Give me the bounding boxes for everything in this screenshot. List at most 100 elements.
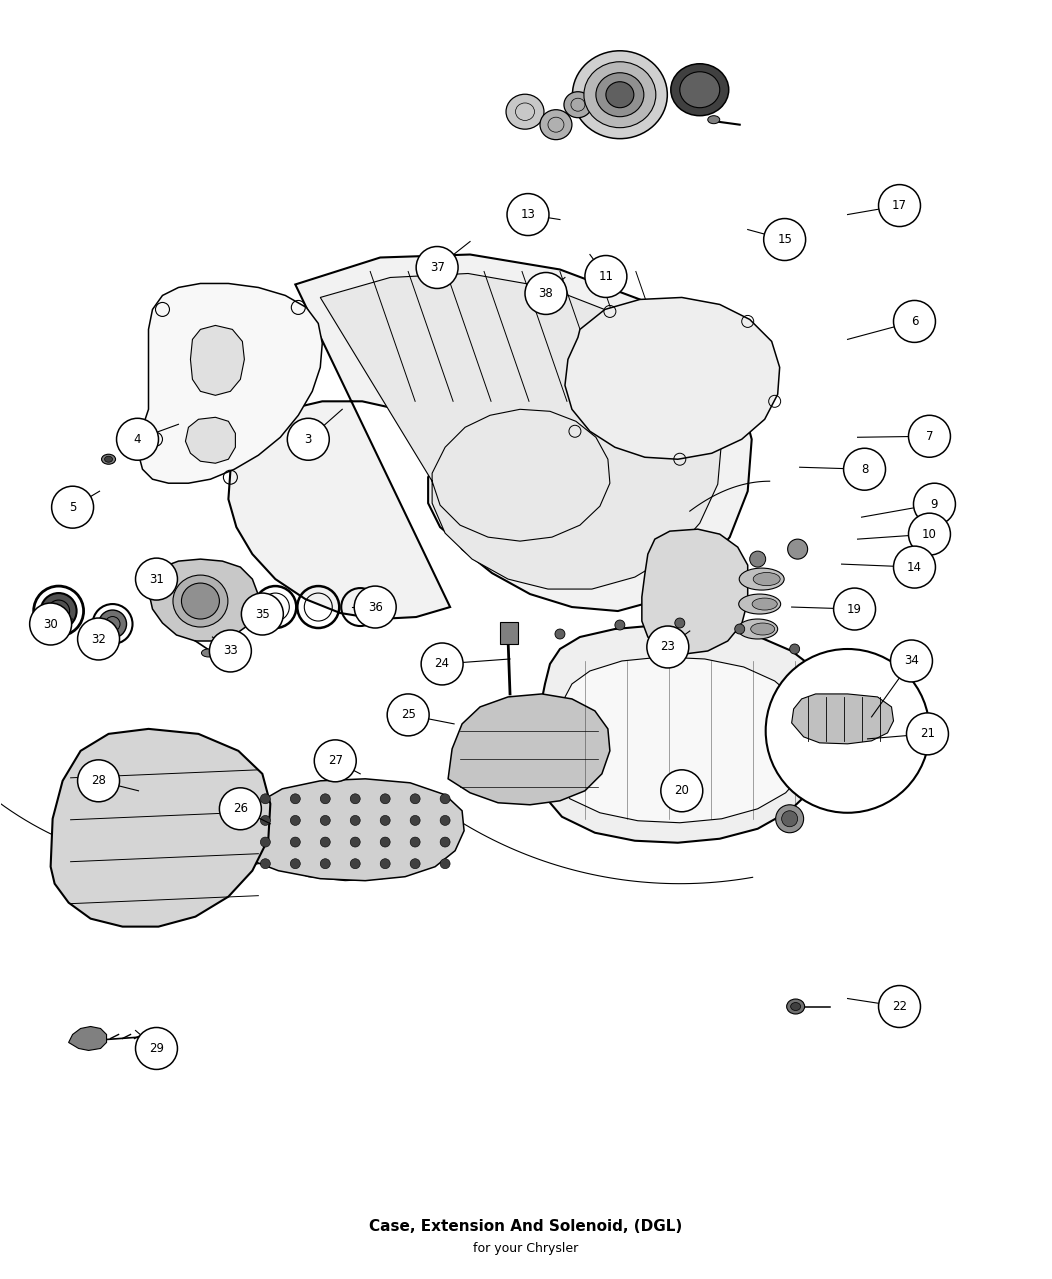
Ellipse shape: [506, 95, 544, 129]
Text: 22: 22: [892, 1000, 907, 1013]
Circle shape: [290, 836, 300, 847]
Circle shape: [387, 694, 429, 735]
Circle shape: [78, 760, 120, 802]
Text: 25: 25: [401, 709, 416, 721]
Circle shape: [117, 418, 159, 460]
Text: 21: 21: [919, 728, 935, 741]
Polygon shape: [792, 694, 893, 744]
Circle shape: [136, 1027, 178, 1069]
Ellipse shape: [41, 593, 77, 629]
Circle shape: [260, 858, 270, 868]
Polygon shape: [185, 417, 236, 463]
Circle shape: [893, 301, 935, 343]
Circle shape: [410, 816, 420, 825]
Circle shape: [287, 418, 329, 460]
Polygon shape: [642, 530, 748, 654]
Circle shape: [290, 858, 300, 868]
Text: 3: 3: [305, 432, 312, 446]
Circle shape: [320, 858, 330, 868]
Text: 37: 37: [429, 261, 445, 274]
Circle shape: [833, 588, 875, 631]
Circle shape: [661, 770, 703, 812]
Circle shape: [29, 602, 72, 645]
Circle shape: [891, 640, 932, 682]
Text: 30: 30: [43, 618, 58, 631]
Ellipse shape: [752, 599, 777, 610]
Ellipse shape: [791, 1003, 801, 1010]
Circle shape: [878, 986, 920, 1027]
Circle shape: [350, 794, 360, 803]
Circle shape: [440, 794, 450, 803]
Text: 9: 9: [931, 498, 938, 510]
Circle shape: [614, 620, 625, 631]
Circle shape: [410, 858, 420, 868]
Text: 5: 5: [69, 500, 77, 514]
Text: 36: 36: [368, 601, 383, 614]
Ellipse shape: [102, 454, 116, 464]
Polygon shape: [68, 1027, 106, 1050]
Circle shape: [782, 811, 797, 826]
Circle shape: [380, 858, 390, 868]
Circle shape: [417, 247, 458, 289]
Text: 23: 23: [661, 641, 675, 654]
Circle shape: [820, 674, 830, 684]
Circle shape: [380, 794, 390, 803]
Text: 29: 29: [149, 1042, 164, 1055]
Circle shape: [555, 629, 565, 640]
Ellipse shape: [104, 457, 113, 462]
Text: 26: 26: [232, 802, 248, 815]
Circle shape: [260, 836, 270, 847]
Text: 8: 8: [861, 463, 868, 476]
Circle shape: [734, 624, 745, 634]
Circle shape: [913, 483, 955, 526]
Circle shape: [315, 739, 357, 781]
Circle shape: [585, 256, 627, 298]
Text: 24: 24: [434, 657, 449, 670]
Ellipse shape: [680, 72, 720, 107]
Text: 7: 7: [926, 430, 933, 443]
Polygon shape: [535, 625, 834, 843]
Text: Case, Extension And Solenoid, (DGL): Case, Extension And Solenoid, (DGL): [369, 1219, 683, 1234]
Text: 14: 14: [907, 560, 922, 573]
Circle shape: [844, 448, 886, 490]
Text: 13: 13: [521, 208, 535, 221]
Polygon shape: [228, 255, 752, 619]
Text: 10: 10: [922, 528, 937, 541]
Circle shape: [750, 551, 766, 567]
Polygon shape: [148, 559, 259, 641]
Circle shape: [220, 788, 261, 830]
Circle shape: [260, 816, 270, 825]
Bar: [500, 622, 518, 645]
Polygon shape: [448, 694, 610, 804]
Ellipse shape: [751, 623, 774, 634]
Circle shape: [290, 816, 300, 825]
Ellipse shape: [753, 573, 781, 586]
Polygon shape: [50, 729, 270, 926]
Circle shape: [350, 836, 360, 847]
Circle shape: [410, 794, 420, 803]
Circle shape: [674, 618, 685, 628]
Polygon shape: [565, 298, 780, 459]
Circle shape: [440, 836, 450, 847]
Ellipse shape: [671, 64, 729, 115]
Text: 17: 17: [892, 200, 907, 212]
Circle shape: [350, 858, 360, 868]
Circle shape: [893, 546, 935, 588]
Circle shape: [320, 816, 330, 825]
Text: 31: 31: [149, 573, 164, 586]
Text: 11: 11: [599, 270, 613, 283]
Circle shape: [355, 586, 397, 628]
Polygon shape: [320, 274, 722, 590]
Text: for your Chrysler: for your Chrysler: [473, 1242, 579, 1255]
Circle shape: [909, 513, 950, 555]
Circle shape: [790, 645, 800, 654]
Circle shape: [647, 625, 689, 668]
Text: 38: 38: [539, 286, 553, 301]
Circle shape: [320, 794, 330, 803]
Circle shape: [380, 816, 390, 825]
Circle shape: [907, 712, 949, 755]
Circle shape: [440, 858, 450, 868]
Circle shape: [260, 794, 270, 803]
Ellipse shape: [181, 583, 220, 619]
Ellipse shape: [540, 110, 572, 139]
